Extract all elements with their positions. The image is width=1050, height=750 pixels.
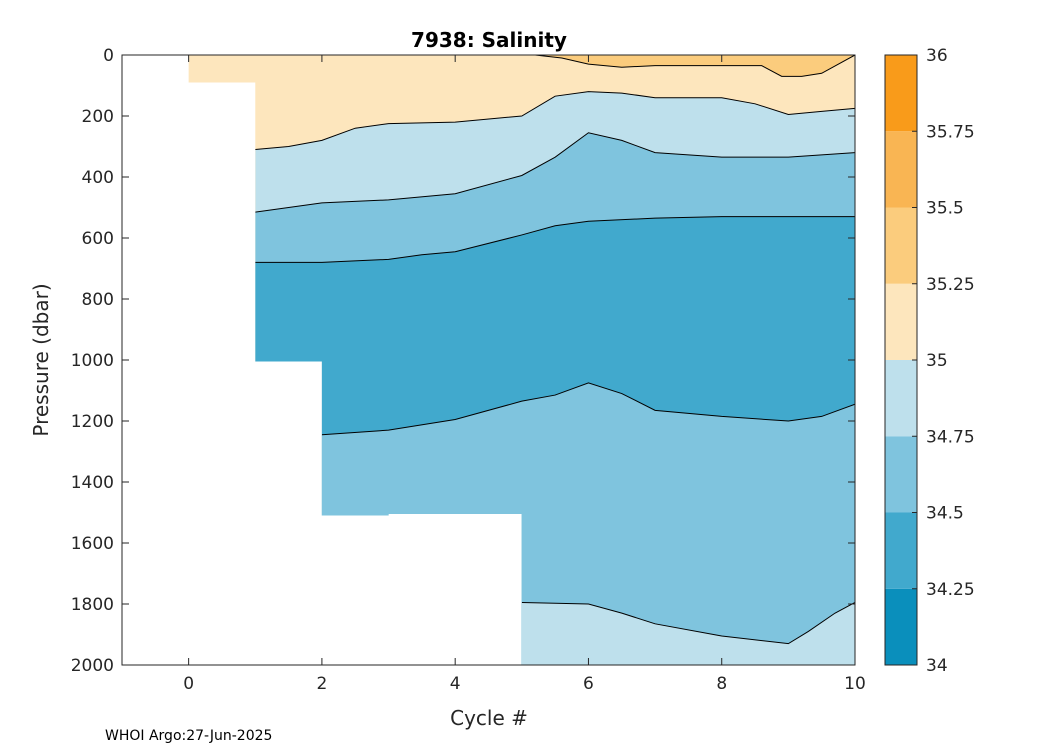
plot-area [188,55,856,665]
colorbar: 36 35.75 35.5 35.25 35 34.75 34.5 34.25 34 [884,46,975,676]
y-axis-title: Pressure (dbar) [29,283,53,436]
footer-credit: WHOI Argo:27-Jun-2025 [105,728,272,744]
contour-line-35-1 [255,91,856,151]
x-tick-label: 2 [316,674,327,694]
colorbar-tick-label: 34.5 [926,504,964,524]
x-tick-label: 6 [583,674,594,694]
colorbar-tick-label: 34.25 [926,580,975,600]
contour-line-35.25-0 [188,55,856,77]
chart-title: 7938: Salinity [411,28,567,52]
contour-line-34.5-4 [321,382,856,436]
y-tick-label: 1400 [71,473,114,493]
salinity-band-34.75-35-deep [521,602,855,665]
x-axis: 0 2 4 6 8 10 [183,55,866,694]
colorbar-swatch-34.25 [885,512,917,589]
colorbar-tick-label: 34 [926,656,948,676]
contour-line-34.75-5 [521,601,856,645]
x-tick-label: 0 [183,674,194,694]
x-tick-label: 10 [844,674,866,694]
colorbar-tick-label: 34.75 [926,427,975,447]
colorbar-swatch-35.25 [885,207,917,284]
y-tick-label: 600 [82,229,114,249]
colorbar-swatch-35.75 [885,55,917,132]
y-tick-label: 1600 [71,534,114,554]
y-tick-label: 2000 [71,656,114,676]
x-axis-title: Cycle # [450,706,528,730]
colorbar-swatch-35 [885,283,917,360]
y-tick-label: 800 [82,290,114,310]
contour-line-34.5-3 [255,216,855,263]
y-tick-label: 1000 [71,351,114,371]
colorbar-tick-label: 35.5 [926,199,964,219]
x-tick-label: 8 [716,674,727,694]
contour-line-34.75-2 [255,132,856,213]
colorbar-tick-label: 36 [926,46,948,66]
colorbar-swatch-34.75 [885,360,917,437]
colorbar-tick-label: 35.25 [926,275,975,295]
colorbar-swatch-34 [885,588,917,665]
colorbar-tick-label: 35.75 [926,122,975,142]
colorbar-tick-label: 35 [926,351,948,371]
y-axis: 0 200 400 600 800 1000 1200 1400 1600 1800 2000 [71,46,855,676]
colorbar-swatch-35.5 [885,131,917,208]
y-tick-label: 0 [103,46,114,66]
y-tick-label: 1800 [71,595,114,615]
y-tick-label: 200 [82,107,114,127]
x-tick-label: 4 [450,674,461,694]
y-tick-label: 400 [82,168,114,188]
colorbar-swatch-34.5 [885,436,917,513]
salinity-band-35.25-35.5 [188,55,856,77]
y-tick-label: 1200 [71,412,114,432]
